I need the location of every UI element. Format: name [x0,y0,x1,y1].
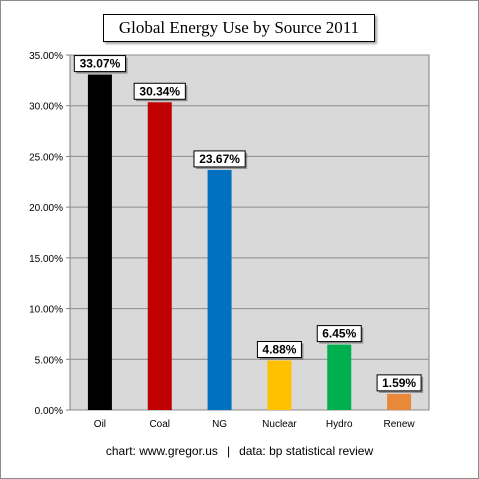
x-tick-label: Oil [94,419,106,430]
y-tick-label: 15.00% [29,254,63,265]
bars [87,74,412,410]
data-labels: 33.07% 30.34% 23.67% 4.88% 6.45% 1.59% [73,55,424,393]
data-label-box [193,150,246,168]
footer-separator: | [226,444,231,458]
plot-area [69,54,430,411]
bar-coal [147,102,172,410]
gridlines [70,54,429,411]
data-label-coal: 30.34% [139,84,180,98]
footer-credit: chart: www.gregor.us [105,444,218,458]
bar-renew [387,393,412,410]
y-tick-label: 35.00% [29,51,63,62]
x-tick-label: Nuclear [262,419,297,430]
bar-nuclear [267,360,292,410]
data-label-oil: 33.07% [80,57,121,71]
y-tick-label: 30.00% [29,102,63,113]
x-axis-ticks: Oil Coal NG Nuclear Hydro Renew [94,419,416,430]
bar-ng [207,169,232,410]
y-axis-ticks: 0.00% 5.00% 10.00% 15.00% 20.00% 25.00% 30.00%… [29,51,70,417]
y-tick-label: 5.00% [35,355,63,366]
y-tick-label: 25.00% [29,152,63,163]
data-label-box [376,374,422,392]
x-tick-label: Coal [149,419,170,430]
x-tick-label: NG [212,419,227,430]
data-label-box [133,82,186,100]
x-tick-label: Hydro [326,419,353,430]
data-label-nuclear: 4.88% [262,343,296,357]
chart-title: Global Energy Use by Source 2011 [103,14,375,42]
footer-source: data: bp statistical review [239,444,374,458]
bar-oil [87,74,112,410]
data-label-hydro: 6.45% [322,327,356,341]
y-tick-label: 20.00% [29,203,63,214]
data-label-renew: 1.59% [382,376,416,390]
y-tick-label: 0.00% [35,406,63,417]
y-tick-label: 10.00% [29,305,63,316]
chart-footer: chart: www.gregor.us | data: bp statistica… [0,444,479,458]
bar-hydro [327,344,352,410]
data-label-ng: 23.67% [199,152,240,166]
data-label-box [73,55,127,73]
data-label-box [316,325,362,343]
data-label-box [256,341,302,359]
x-tick-label: Renew [384,419,416,430]
